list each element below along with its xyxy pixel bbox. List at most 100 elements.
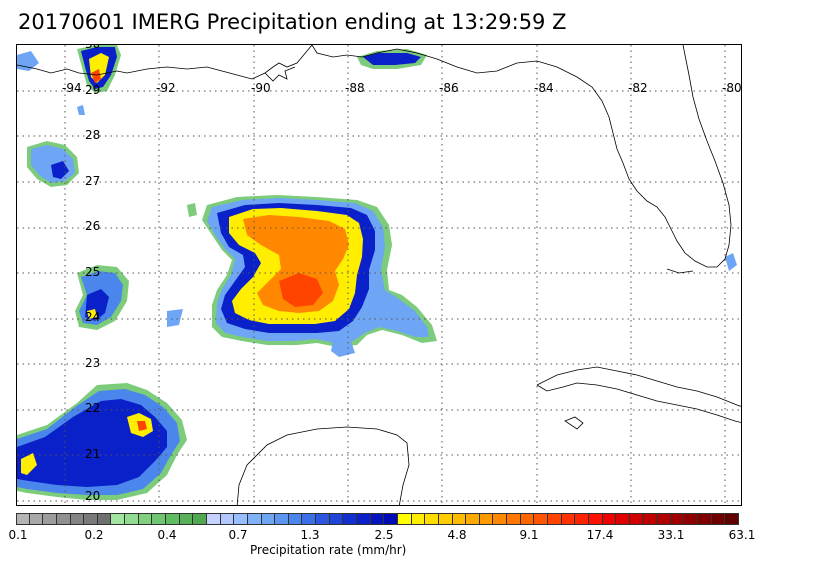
lat-label-25: 25 <box>85 265 101 279</box>
colorbar-swatch <box>29 513 44 525</box>
colorbar-swatch <box>725 513 739 525</box>
colorbar-tick-label: 63.1 <box>728 528 756 542</box>
colorbar-swatch <box>302 513 317 525</box>
storm-sw-red1 <box>137 421 147 431</box>
colorbar-tick-label: 1.3 <box>300 528 320 542</box>
colorbar-swatch <box>97 513 112 525</box>
coast-mississippi-alabama <box>311 45 378 58</box>
colorbar-swatch <box>125 513 139 525</box>
lat-label-26: 26 <box>85 219 101 233</box>
colorbar-swatch <box>275 513 289 525</box>
lat-label-22: 22 <box>85 401 101 415</box>
coast-isle-youth <box>564 416 584 430</box>
colorbar-swatch <box>179 513 194 525</box>
lon-label-82: -82 <box>628 81 648 95</box>
colorbar-tick-label: 2.5 <box>374 528 394 542</box>
colorbar-swatch <box>561 513 576 525</box>
map-title: 20170601 IMERG Precipitation ending at 1… <box>18 10 567 34</box>
colorbar-swatch <box>411 513 426 525</box>
colorbar-swatch <box>84 513 98 525</box>
colorbar-swatch <box>493 513 508 525</box>
coastlines <box>17 45 741 505</box>
lon-label-80: -80 <box>722 81 742 95</box>
colorbar-tick-label: 33.1 <box>657 528 685 542</box>
colorbar-swatch <box>343 513 358 525</box>
colorbar-title: Precipitation rate (mm/hr) <box>250 543 407 557</box>
colorbar-swatch <box>16 513 30 525</box>
colorbar-swatch <box>247 513 262 525</box>
colorbar-swatch <box>357 513 371 525</box>
lon-label-90: -90 <box>251 81 271 95</box>
storm-n3 <box>17 51 39 71</box>
storm-e1 <box>725 253 737 271</box>
storm-n1-red <box>91 69 101 83</box>
colorbar-swatch <box>261 513 276 525</box>
lat-label-30: 30 <box>85 44 101 51</box>
storm-n2-dark <box>363 53 421 65</box>
colorbar-swatch <box>70 513 85 525</box>
colorbar-swatch <box>711 513 726 525</box>
colorbar-tick-label: 0.2 <box>84 528 104 542</box>
colorbar-swatch <box>684 513 699 525</box>
colorbar-swatch <box>206 513 221 525</box>
lon-label-88: -88 <box>345 81 365 95</box>
lon-label-92: -92 <box>156 81 176 95</box>
colorbar-swatch <box>602 513 617 525</box>
colorbar-tick-label: 0.7 <box>228 528 248 542</box>
colorbar-swatch <box>670 513 685 525</box>
lat-label-29: 29 <box>85 83 101 97</box>
storm-ne-small2 <box>187 203 197 217</box>
storm-sw-yellow2 <box>21 453 37 475</box>
coast-florida-panhandle <box>376 45 732 268</box>
colorbar-swatch <box>657 513 671 525</box>
storm-w-small <box>77 105 85 115</box>
colorbar-swatch <box>220 513 235 525</box>
colorbar-swatch <box>643 513 658 525</box>
colorbar-swatch <box>534 513 548 525</box>
storm-central-red <box>279 273 323 307</box>
colorbar-swatch <box>316 513 330 525</box>
lon-label-84: -84 <box>534 81 554 95</box>
colorbar-swatch <box>547 513 562 525</box>
coast-cuba-south <box>536 382 741 423</box>
colorbar-swatch <box>616 513 630 525</box>
colorbar-tick-label: 0.4 <box>157 528 177 542</box>
colorbar-tick-label: 0.1 <box>8 528 28 542</box>
colorbar-swatch <box>56 513 71 525</box>
storm-s-small <box>331 341 355 357</box>
colorbar-swatch <box>397 513 412 525</box>
colorbar-swatch <box>507 513 521 525</box>
coast-keys <box>666 268 694 274</box>
precip-field <box>17 45 737 500</box>
colorbar-swatch <box>193 513 207 525</box>
colorbar-swatch <box>588 513 603 525</box>
colorbar-swatch <box>575 513 589 525</box>
colorbar-swatch <box>111 513 126 525</box>
lat-label-20: 20 <box>85 489 101 503</box>
colorbar-swatch <box>234 513 248 525</box>
colorbar-swatch <box>370 513 385 525</box>
storm-w1-yellow <box>87 309 97 319</box>
storm-ne-small <box>167 309 183 327</box>
colorbar-swatch <box>520 513 535 525</box>
colorbar-swatch <box>43 513 57 525</box>
lat-label-28: 28 <box>85 128 101 142</box>
colorbar-swatch <box>479 513 494 525</box>
map-panel: -94 -92 -90 -88 -86 -84 -82 -80 30 29 28… <box>16 44 742 506</box>
colorbar-tick-label: 17.4 <box>586 528 614 542</box>
colorbar-swatch <box>138 513 153 525</box>
colorbar-swatch <box>629 513 644 525</box>
coast-cuba <box>536 366 741 407</box>
lat-label-24: 24 <box>85 310 101 324</box>
colorbar-swatch <box>152 513 167 525</box>
storm-w2-dark <box>51 161 69 179</box>
precipitation-map <box>17 45 741 505</box>
colorbar-swatch <box>288 513 303 525</box>
colorbar-tick-label: 9.1 <box>519 528 539 542</box>
colorbar-swatch <box>329 513 344 525</box>
colorbar-swatch <box>698 513 712 525</box>
coast-delta <box>264 66 296 82</box>
colorbar-tick-label: 4.8 <box>447 528 467 542</box>
colorbar <box>16 513 739 525</box>
colorbar-swatch <box>166 513 180 525</box>
